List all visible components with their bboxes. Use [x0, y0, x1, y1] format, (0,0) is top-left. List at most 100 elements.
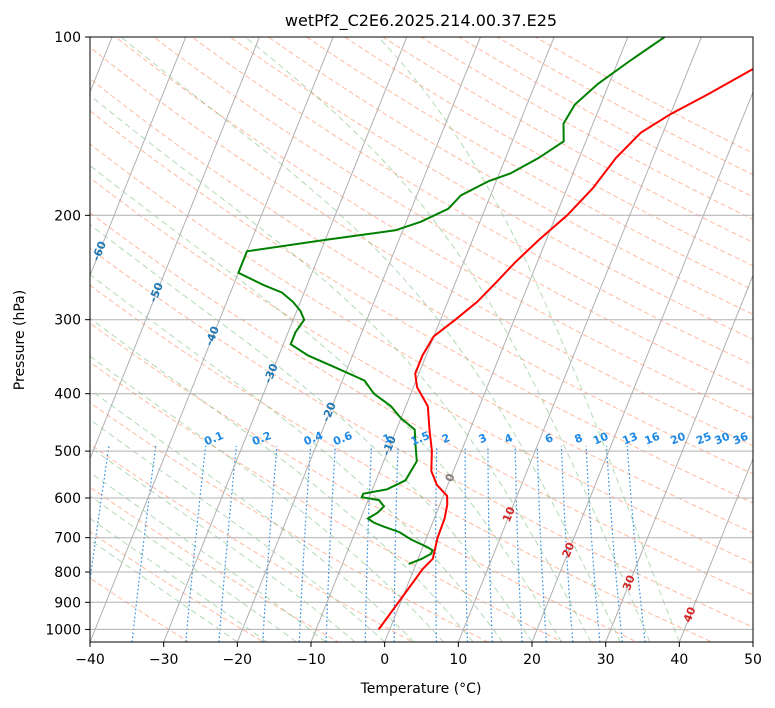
y-axis: 100 200 300 400 500 600 700 800 900 1000 — [45, 30, 90, 638]
mixing-ratio-line — [514, 445, 523, 642]
y-tick-label: 800 — [54, 565, 81, 581]
moist-adiabats — [90, 37, 680, 642]
mixing-ratio-line — [464, 445, 469, 642]
mixing-ratio-line — [90, 445, 110, 585]
mixing-ratio-label: 3 — [477, 431, 489, 446]
isotherm — [310, 37, 555, 642]
isotherm-label: 30 — [620, 573, 638, 592]
x-tick-label: 0 — [380, 652, 389, 668]
dry-adiabat — [191, 37, 753, 366]
plot-area — [90, 37, 753, 642]
x-tick-label: 20 — [523, 652, 541, 668]
mixing-ratio-line — [536, 445, 547, 642]
mixing-ratio-lines — [90, 445, 646, 642]
moist-adiabat — [90, 539, 238, 642]
mixing-ratio-line — [185, 445, 207, 642]
x-tick-label: 30 — [597, 652, 615, 668]
dry-adiabat — [114, 37, 753, 419]
mixing-ratio-line — [487, 445, 493, 642]
isotherm — [163, 37, 408, 642]
isotherm — [90, 37, 334, 642]
isotherm — [678, 457, 753, 642]
x-tick-label: 50 — [744, 652, 762, 668]
dry-adiabat — [229, 37, 753, 340]
isotherm-label: 40 — [681, 605, 699, 624]
dry-adiabat — [267, 37, 753, 315]
dry-adiabat — [90, 212, 753, 596]
x-tick-label: 40 — [670, 652, 688, 668]
isotherm — [457, 37, 702, 642]
dry-adiabat — [534, 37, 753, 154]
y-tick-label: 200 — [54, 208, 81, 224]
chart-title: wetPf2_C2E6.2025.214.00.37.E25 — [285, 11, 557, 31]
y-tick-label: 900 — [54, 595, 81, 611]
y-tick-label: 700 — [54, 531, 81, 547]
mixing-ratio-line — [585, 445, 601, 642]
mixing-ratio-line — [364, 445, 373, 642]
dry-adiabat — [90, 77, 753, 475]
dry-adiabat — [458, 37, 753, 198]
isotherm — [236, 37, 481, 642]
mixing-ratio-line — [262, 445, 278, 642]
moist-adiabat — [90, 94, 592, 642]
y-tick-label: 1000 — [45, 622, 81, 638]
background-lines — [90, 37, 753, 642]
dry-adiabat — [90, 177, 753, 564]
mixing-ratio-label: 8 — [573, 431, 585, 446]
moist-adiabat — [90, 517, 268, 642]
plot-frame — [89, 36, 754, 643]
mixing-ratio-label: 2 — [440, 431, 452, 446]
mixing-ratio-line — [131, 445, 157, 642]
dry-adiabat — [90, 46, 753, 447]
dry-adiabat — [90, 486, 340, 642]
y-tick-label: 100 — [54, 30, 81, 46]
x-axis: −40 −30 −20 −10 0 10 20 30 40 50 — [75, 642, 762, 668]
isotherm — [90, 37, 187, 277]
x-tick-label: −40 — [75, 652, 105, 668]
dry-adiabat — [381, 37, 753, 243]
mixing-ratio-line — [605, 445, 623, 642]
moist-adiabat — [90, 274, 503, 642]
x-axis-label: Temperature (°C) — [360, 681, 482, 697]
moist-adiabat — [90, 223, 533, 642]
dry-adiabat — [90, 322, 639, 642]
moist-adiabat — [90, 471, 327, 642]
isotherm-label: 10 — [500, 505, 518, 524]
moist-adiabat — [90, 164, 562, 642]
mixing-ratio-label: 20 — [668, 430, 687, 448]
mixing-ratio-label: 25 — [694, 430, 713, 448]
y-axis-label: Pressure (hPa) — [12, 290, 28, 390]
mixing-ratio-label: 1 — [381, 431, 393, 446]
x-tick-label: 10 — [449, 652, 467, 668]
isotherm — [605, 274, 753, 642]
moist-adiabat — [90, 446, 356, 642]
dry-adiabat — [496, 37, 753, 176]
dry-adiabat — [343, 37, 753, 267]
mixing-ratio-label: 36 — [731, 430, 750, 448]
isotherm — [384, 37, 629, 642]
line-labels: -100-90-80-70-60-50-40-30-20-10010203040… — [90, 239, 750, 624]
mixing-ratio-label: 13 — [621, 430, 640, 448]
dry-adiabats — [90, 37, 753, 642]
dewpoint-profile — [237, 37, 666, 565]
moist-adiabat — [120, 37, 621, 642]
data-series — [237, 37, 753, 630]
moist-adiabat — [244, 37, 651, 642]
y-tick-label: 600 — [54, 491, 81, 507]
isotherm-label: 20 — [560, 540, 578, 559]
mixing-ratio-line — [218, 445, 237, 642]
dry-adiabat — [90, 284, 713, 642]
mixing-ratio-line — [325, 445, 336, 642]
mixing-ratio-label: 10 — [591, 430, 610, 448]
moist-adiabat — [378, 37, 680, 642]
temperature-profile — [377, 67, 753, 630]
x-tick-label: −10 — [296, 652, 326, 668]
isotherms — [90, 37, 753, 642]
mixing-ratio-line — [435, 445, 438, 642]
y-tick-label: 300 — [54, 313, 81, 329]
dry-adiabat — [420, 37, 753, 220]
moist-adiabat — [90, 419, 386, 642]
mixing-ratio-line — [560, 445, 574, 642]
isobars — [90, 37, 753, 630]
